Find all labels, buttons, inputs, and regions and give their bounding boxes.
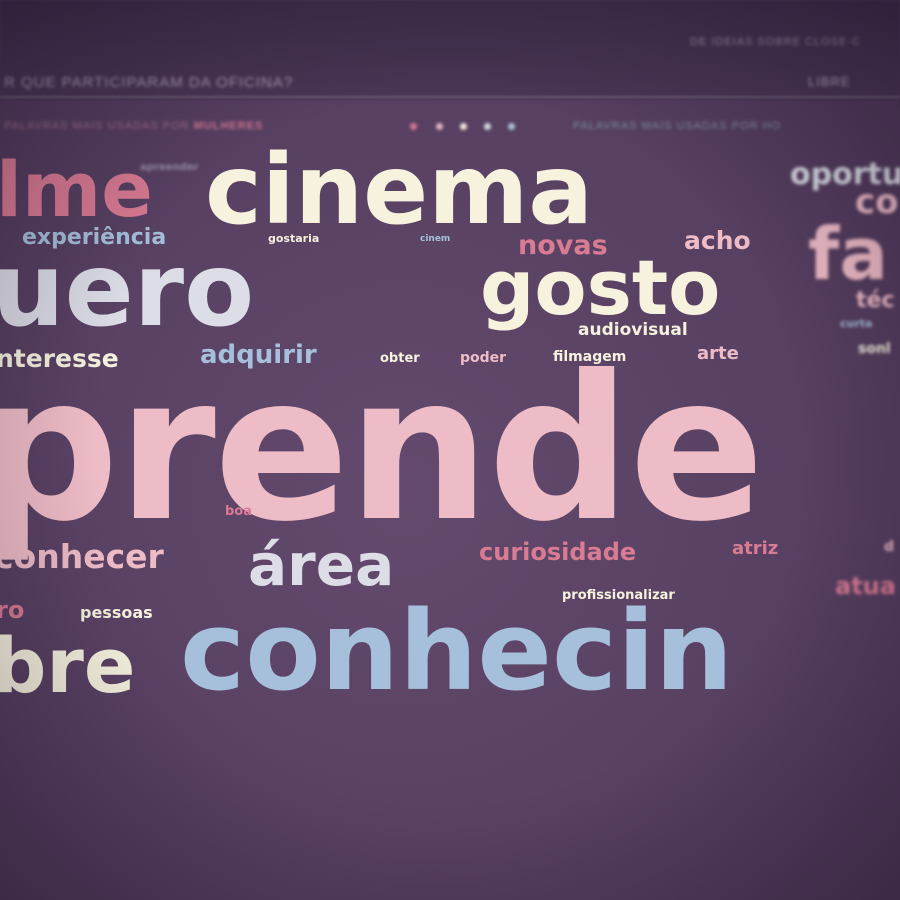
word-profissionalizar: profissionalizar	[562, 588, 675, 603]
legend-women-prefix: PALAVRAS MAIS USADAS POR	[4, 120, 194, 132]
word-acho: acho	[684, 226, 751, 255]
word-pessoas: pessoas	[80, 603, 153, 622]
word-atuar: atua	[835, 572, 896, 600]
word-obter: obter	[380, 351, 420, 366]
word-fazer: fa	[808, 212, 888, 296]
header-question: R QUE PARTICIPARAM DA OFICINA?	[4, 74, 294, 91]
word-conhecer: conhecer	[0, 537, 164, 576]
legend-women-group: MULHERES	[193, 120, 264, 132]
word-sonho: sonl	[858, 341, 891, 357]
word-curta: curta	[840, 317, 873, 330]
word-aprender: prende	[0, 333, 765, 566]
word-oportunidade: oportu	[790, 157, 900, 192]
legend-men: PALAVRAS MAIS USADAS POR HO	[573, 120, 782, 132]
word-adquirir: adquirir	[200, 340, 317, 370]
word-area: área	[248, 531, 395, 599]
word-conhecimento: conhecin	[180, 587, 734, 715]
legend-dot-4	[484, 123, 491, 130]
word-boa: boa	[225, 504, 253, 519]
word-cinema: cinema	[205, 134, 594, 246]
word-interesse: nteresse	[0, 344, 119, 373]
word-gostaria: gostaria	[268, 232, 320, 245]
header-top-right-2: LIBRE	[808, 74, 851, 89]
header-divider	[0, 96, 900, 98]
header-top-right: DE IDEIAS SOBRE CLOSE-C	[690, 36, 861, 48]
word-poder: poder	[460, 350, 507, 366]
word-ro: ro	[0, 596, 25, 624]
word-curiosidade: curiosidade	[479, 538, 637, 566]
word-co: co	[855, 182, 899, 222]
word-filmagem: filmagem	[553, 349, 627, 365]
word-filme: lme	[0, 145, 153, 234]
word-gosto: gosto	[480, 243, 721, 332]
header-band	[0, 0, 900, 100]
word-quero: uero	[0, 231, 255, 350]
legend-women: PALAVRAS MAIS USADAS POR MULHERES	[4, 120, 263, 132]
word-novas: novas	[518, 230, 608, 261]
word-experiencia: experiência	[22, 225, 167, 250]
word-apreender: apreender	[140, 162, 199, 173]
word-sobre: bre	[0, 621, 136, 710]
word-d: d	[884, 539, 895, 555]
word-arte: arte	[697, 343, 739, 364]
legend-dot-2	[436, 123, 443, 130]
legend-dot-3	[460, 123, 467, 130]
legend-dot-5	[508, 123, 515, 130]
word-atriz: atriz	[732, 538, 779, 559]
legend-dot-1	[410, 123, 417, 130]
word-cinema-small: cinem	[420, 234, 451, 244]
word-audiovisual: audiovisual	[578, 320, 688, 340]
word-tecnica: téc	[856, 288, 895, 313]
